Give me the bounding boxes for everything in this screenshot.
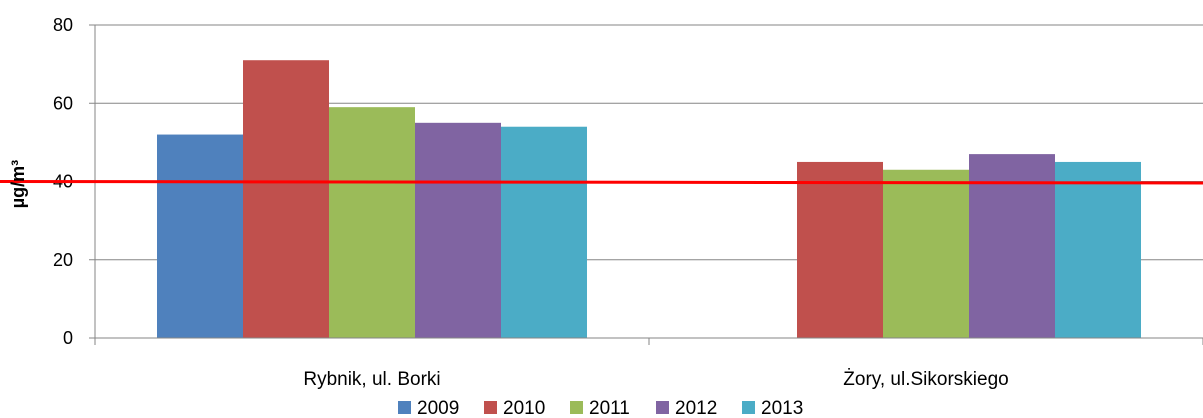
- legend-swatch-2010: [484, 401, 497, 414]
- y-tick-label: 20: [53, 250, 73, 270]
- y-tick-label: 0: [63, 328, 73, 348]
- reference-line-group: [0, 180, 1203, 185]
- bar-2011-2: [883, 169, 969, 338]
- bar-2012-2: [969, 154, 1055, 338]
- legend-swatch-2011: [570, 401, 583, 414]
- bar-2010-2: [797, 161, 883, 338]
- bars: [157, 60, 1141, 339]
- legend-swatch-2009: [398, 401, 411, 414]
- legend-label-2011: 2011: [589, 398, 630, 418]
- x-category-labels: Rybnik, ul. Borki Żory, ul.Sikorskiego: [303, 369, 1008, 390]
- reference-line: [0, 180, 1203, 185]
- bar-2011-1: [329, 107, 415, 338]
- legend-swatch-2013: [742, 401, 755, 414]
- legend-label-2012: 2012: [675, 398, 717, 418]
- bar-2013-2: [1055, 161, 1141, 338]
- legend-label-2009: 2009: [417, 398, 459, 418]
- bar-2013-1: [501, 126, 587, 338]
- y-axis-title: µg/m³: [8, 160, 28, 208]
- legend-swatch-2012: [656, 401, 669, 414]
- x-category-label: Żory, ul.Sikorskiego: [843, 369, 1008, 390]
- bar-2009-1: [157, 134, 243, 338]
- x-category-label: Rybnik, ul. Borki: [303, 369, 440, 390]
- legend-label-2013: 2013: [761, 398, 803, 418]
- bar-2010-1: [243, 60, 329, 339]
- bar-2012-1: [415, 122, 501, 338]
- y-tick-label: 60: [53, 93, 73, 113]
- legend: 2009 2010 2011 2012 2013: [398, 398, 803, 418]
- legend-label-2010: 2010: [503, 398, 545, 418]
- y-tick-label: 80: [53, 15, 73, 35]
